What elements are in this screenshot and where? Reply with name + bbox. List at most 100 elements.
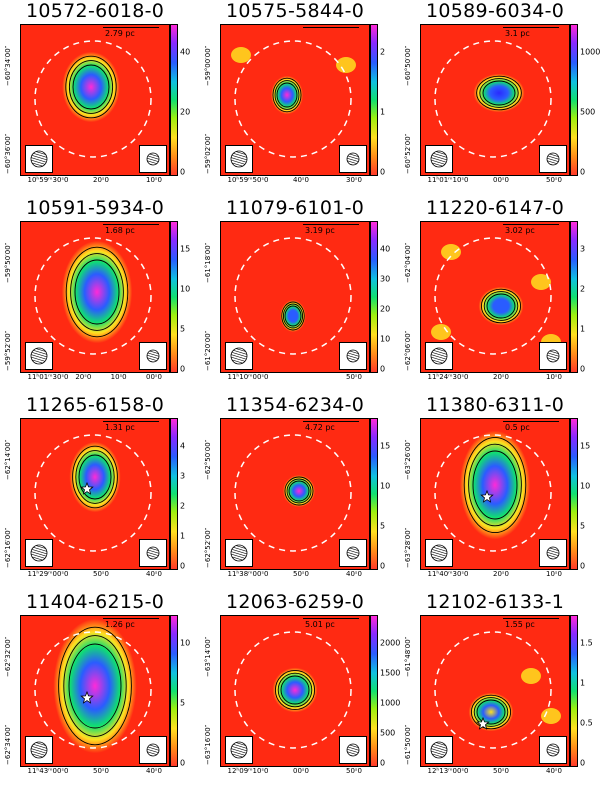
colorbar-tick-label: 0	[380, 167, 386, 177]
colorbar-ticks: 0 5 10 15	[578, 418, 600, 571]
y-axis-ticks: −59°00′00″ −59°02′00″	[204, 24, 216, 174]
scale-bar	[503, 618, 559, 619]
x-tick-label: 10ˢ0	[546, 373, 562, 381]
scale-bar	[303, 224, 359, 225]
y-tick-label: −62°14′00″	[4, 439, 12, 480]
y-axis-ticks: −59°50′00″ −59°52′00″	[4, 221, 16, 371]
colorbar-tick-label: 1	[580, 678, 586, 688]
y-tick-label: −61°18′00″	[204, 242, 212, 283]
intensity-map: 2.79 pc	[20, 24, 170, 176]
colorbar-ticks: 0 10 20 30 40	[378, 221, 402, 374]
colorbar-tick-label: 2	[580, 284, 586, 294]
scale-bar	[103, 27, 159, 28]
x-tick-label: 40ˢ0	[146, 570, 162, 578]
y-tick-label: −61°20′00″	[204, 330, 212, 371]
scale-label: 2.79 pc	[105, 29, 135, 38]
colorbar-tick-label: 0	[580, 758, 586, 768]
x-tick-label: 50ˢ0	[93, 767, 109, 775]
intensity-map: 4.72 pc	[220, 418, 370, 570]
colorbar-tick-label: 0	[580, 167, 586, 177]
x-tick-label: 12ʰ09ᵐ10ˢ0	[227, 767, 269, 775]
map-panel: 10591-5934-0 1.68 pc 0 5 10 15 −59°50′00″ −59°5…	[0, 197, 200, 393]
y-tick-label: −62°04′00″	[404, 242, 412, 283]
scale-bar	[103, 421, 159, 422]
map-panel: 12063-6259-0 5.01 pc 0 500 1000 1500 2000 −63°1…	[200, 591, 400, 787]
colorbar-tick-label: 2000	[380, 638, 401, 648]
y-tick-label: −62°34′00″	[4, 724, 12, 765]
colorbar-tick-label: 1500	[380, 668, 401, 678]
colorbar-tick-label: 10	[180, 284, 191, 294]
y-tick-label: −62°50′00″	[204, 439, 212, 480]
colorbar-tick-label: 10	[380, 481, 391, 491]
colorbar-tick-label: 0	[180, 167, 186, 177]
y-axis-ticks: −61°48′00″ −61°50′00″	[404, 615, 416, 765]
beam-icon	[539, 145, 567, 173]
scale-label: 3.19 pc	[305, 226, 335, 235]
intensity-map: 3.02 pc	[420, 221, 570, 373]
colorbar-ticks: 0 5 10	[178, 615, 202, 768]
colorbar	[370, 615, 378, 767]
panel-title: 11380-6311-0	[426, 394, 565, 416]
y-tick-label: −62°32′00″	[4, 636, 12, 677]
colorbar-tick-label: 0	[180, 561, 186, 571]
x-tick-label: 50ˢ0	[346, 373, 362, 381]
x-tick-label: 11ʰ01ᵐ30ˢ0	[27, 373, 69, 381]
y-tick-label: −59°52′00″	[4, 330, 12, 371]
y-axis-ticks: −61°18′00″ −61°20′00″	[204, 221, 216, 371]
intensity-map: 5.01 pc	[220, 615, 370, 767]
colorbar-tick-label: 30	[380, 274, 391, 284]
y-tick-label: −63°14′00″	[204, 636, 212, 677]
colorbar-tick-label: 500	[380, 728, 396, 738]
colorbar-tick-label: 500	[580, 107, 596, 117]
x-tick-label: 50ˢ0	[93, 570, 109, 578]
colorbar-tick-label: 5	[380, 521, 386, 531]
panel-title: 10589-6034-0	[426, 0, 565, 22]
colorbar	[370, 418, 378, 570]
map-panel: 11380-6311-0 0.5 pc 0 5 10 15 −63°26′00″ −63°28…	[400, 394, 600, 590]
colorbar-tick-label: 3	[580, 244, 586, 254]
y-axis-ticks: −62°32′00″ −62°34′00″	[4, 615, 16, 765]
colorbar	[370, 24, 378, 176]
colorbar-tick-label: 20	[380, 304, 391, 314]
colorbar-tick-label: 40	[380, 244, 391, 254]
x-tick-label: 11ʰ43ᵐ00ˢ0	[27, 767, 69, 775]
colorbar-ticks: 0 20 40	[178, 24, 202, 177]
x-tick-label: 10ˢ0	[546, 570, 562, 578]
colorbar-tick-label: 1000	[380, 698, 401, 708]
colorbar-ticks: 0 5 10 15	[378, 418, 402, 571]
colorbar	[170, 418, 178, 570]
x-tick-label: 00ˢ0	[493, 176, 509, 184]
beam-icon	[425, 342, 453, 370]
colorbar-tick-label: 40	[180, 47, 191, 57]
colorbar-ticks: 0 1 2 3	[578, 221, 600, 374]
scale-bar	[303, 618, 359, 619]
intensity-map: 0.5 pc	[420, 418, 570, 570]
scale-label: 3.1 pc	[505, 29, 530, 38]
scale-bar	[503, 421, 559, 422]
scale-bar	[103, 618, 159, 619]
x-tick-label: 10ʰ59ᵐ50ˢ0	[227, 176, 269, 184]
colorbar	[170, 24, 178, 176]
beam-icon	[425, 539, 453, 567]
colorbar	[370, 221, 378, 373]
colorbar	[570, 418, 578, 570]
colorbar-tick-label: 0	[380, 758, 386, 768]
beam-icon	[539, 736, 567, 764]
scale-bar	[103, 224, 159, 225]
panel-title: 10591-5934-0	[26, 197, 165, 219]
x-tick-label: 40ˢ0	[346, 570, 362, 578]
colorbar-ticks: 0 500 1000	[578, 24, 600, 177]
colorbar-tick-label: 20	[180, 107, 191, 117]
colorbar-tick-label: 1.5	[580, 638, 593, 648]
beam-icon	[339, 736, 367, 764]
scale-bar	[503, 224, 559, 225]
colorbar-tick-label: 3	[180, 471, 186, 481]
x-tick-label: 11ʰ29ᵐ00ˢ0	[27, 570, 69, 578]
beam-icon	[225, 736, 253, 764]
beam-icon	[139, 736, 167, 764]
scale-bar	[503, 27, 559, 28]
scale-label: 4.72 pc	[305, 423, 335, 432]
scale-label: 5.01 pc	[305, 620, 335, 629]
y-tick-label: −62°16′00″	[4, 527, 12, 568]
beam-icon	[25, 145, 53, 173]
